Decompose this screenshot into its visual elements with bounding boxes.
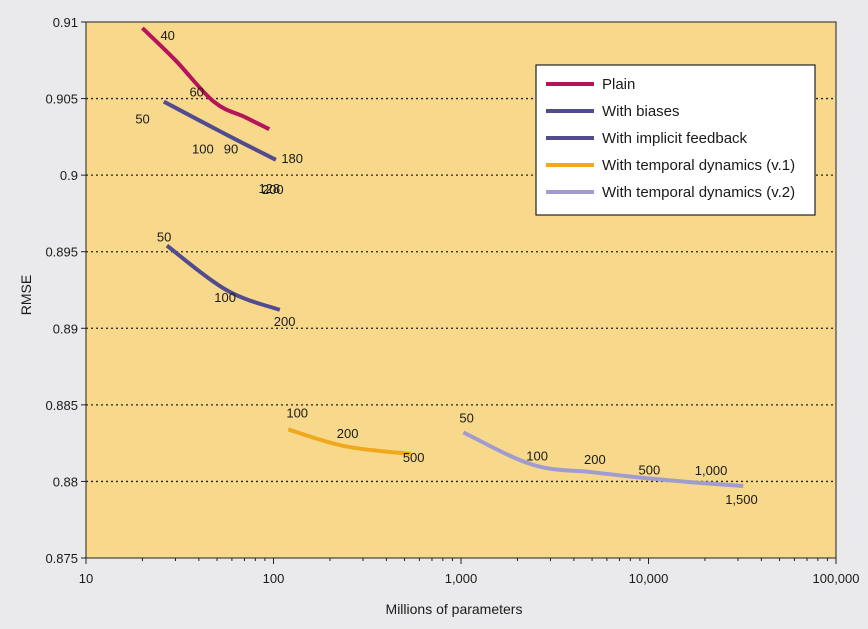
y-tick-label: 0.89 [53,321,78,336]
y-tick-label: 0.875 [45,551,78,566]
y-tick-label: 0.9 [60,168,78,183]
y-tick-label: 0.91 [53,15,78,30]
x-tick-label: 1,000 [445,571,478,586]
point-label: 1,500 [725,492,758,507]
point-label: 200 [337,426,359,441]
point-label: 40 [160,28,174,43]
x-axis-title: Millions of parameters [386,601,523,617]
point-label: 200 [274,314,296,329]
x-tick-label: 10,000 [629,571,669,586]
x-tick-label: 10 [79,571,93,586]
legend-label: With implicit feedback [602,130,748,147]
point-label: 60 [189,84,203,99]
point-label: 100 [526,449,548,464]
legend-label: With temporal dynamics (v.1) [602,157,795,174]
point-label: 180 [281,151,303,166]
y-axis: 0.875 0.88 0.885 0.89 0.895 0.9 0.905 0.91 [45,15,86,566]
point-label: 50 [157,230,171,245]
point-label: 1,000 [695,463,728,478]
point-label: 90 [224,142,238,157]
y-tick-label: 0.895 [45,245,78,260]
point-label: 50 [459,410,473,425]
y-tick-label: 0.885 [45,398,78,413]
point-label: 200 [584,452,606,467]
point-label: 200 [262,182,284,197]
point-label: 100 [192,141,214,156]
point-label: 100 [286,405,308,420]
point-label: 50 [135,112,149,127]
legend-label: Plain [602,76,635,93]
x-axis: 10 100 1,000 10,000 100,000 [79,558,860,586]
point-label: 500 [639,462,661,477]
x-tick-label: 100,000 [813,571,860,586]
x-tick-label: 100 [263,571,285,586]
series-line-5 [462,430,744,488]
point-label: 128 [258,181,280,196]
legend-label: With temporal dynamics (v.2) [602,184,795,201]
y-tick-label: 0.88 [53,474,78,489]
legend: Plain With biases With implicit feedback Wi… [535,64,816,216]
point-label: 100 [214,290,236,305]
legend-label: With biases [602,103,680,120]
y-axis-title: RMSE [18,275,34,315]
point-label: 500 [403,450,425,465]
y-tick-label: 0.905 [45,92,78,107]
